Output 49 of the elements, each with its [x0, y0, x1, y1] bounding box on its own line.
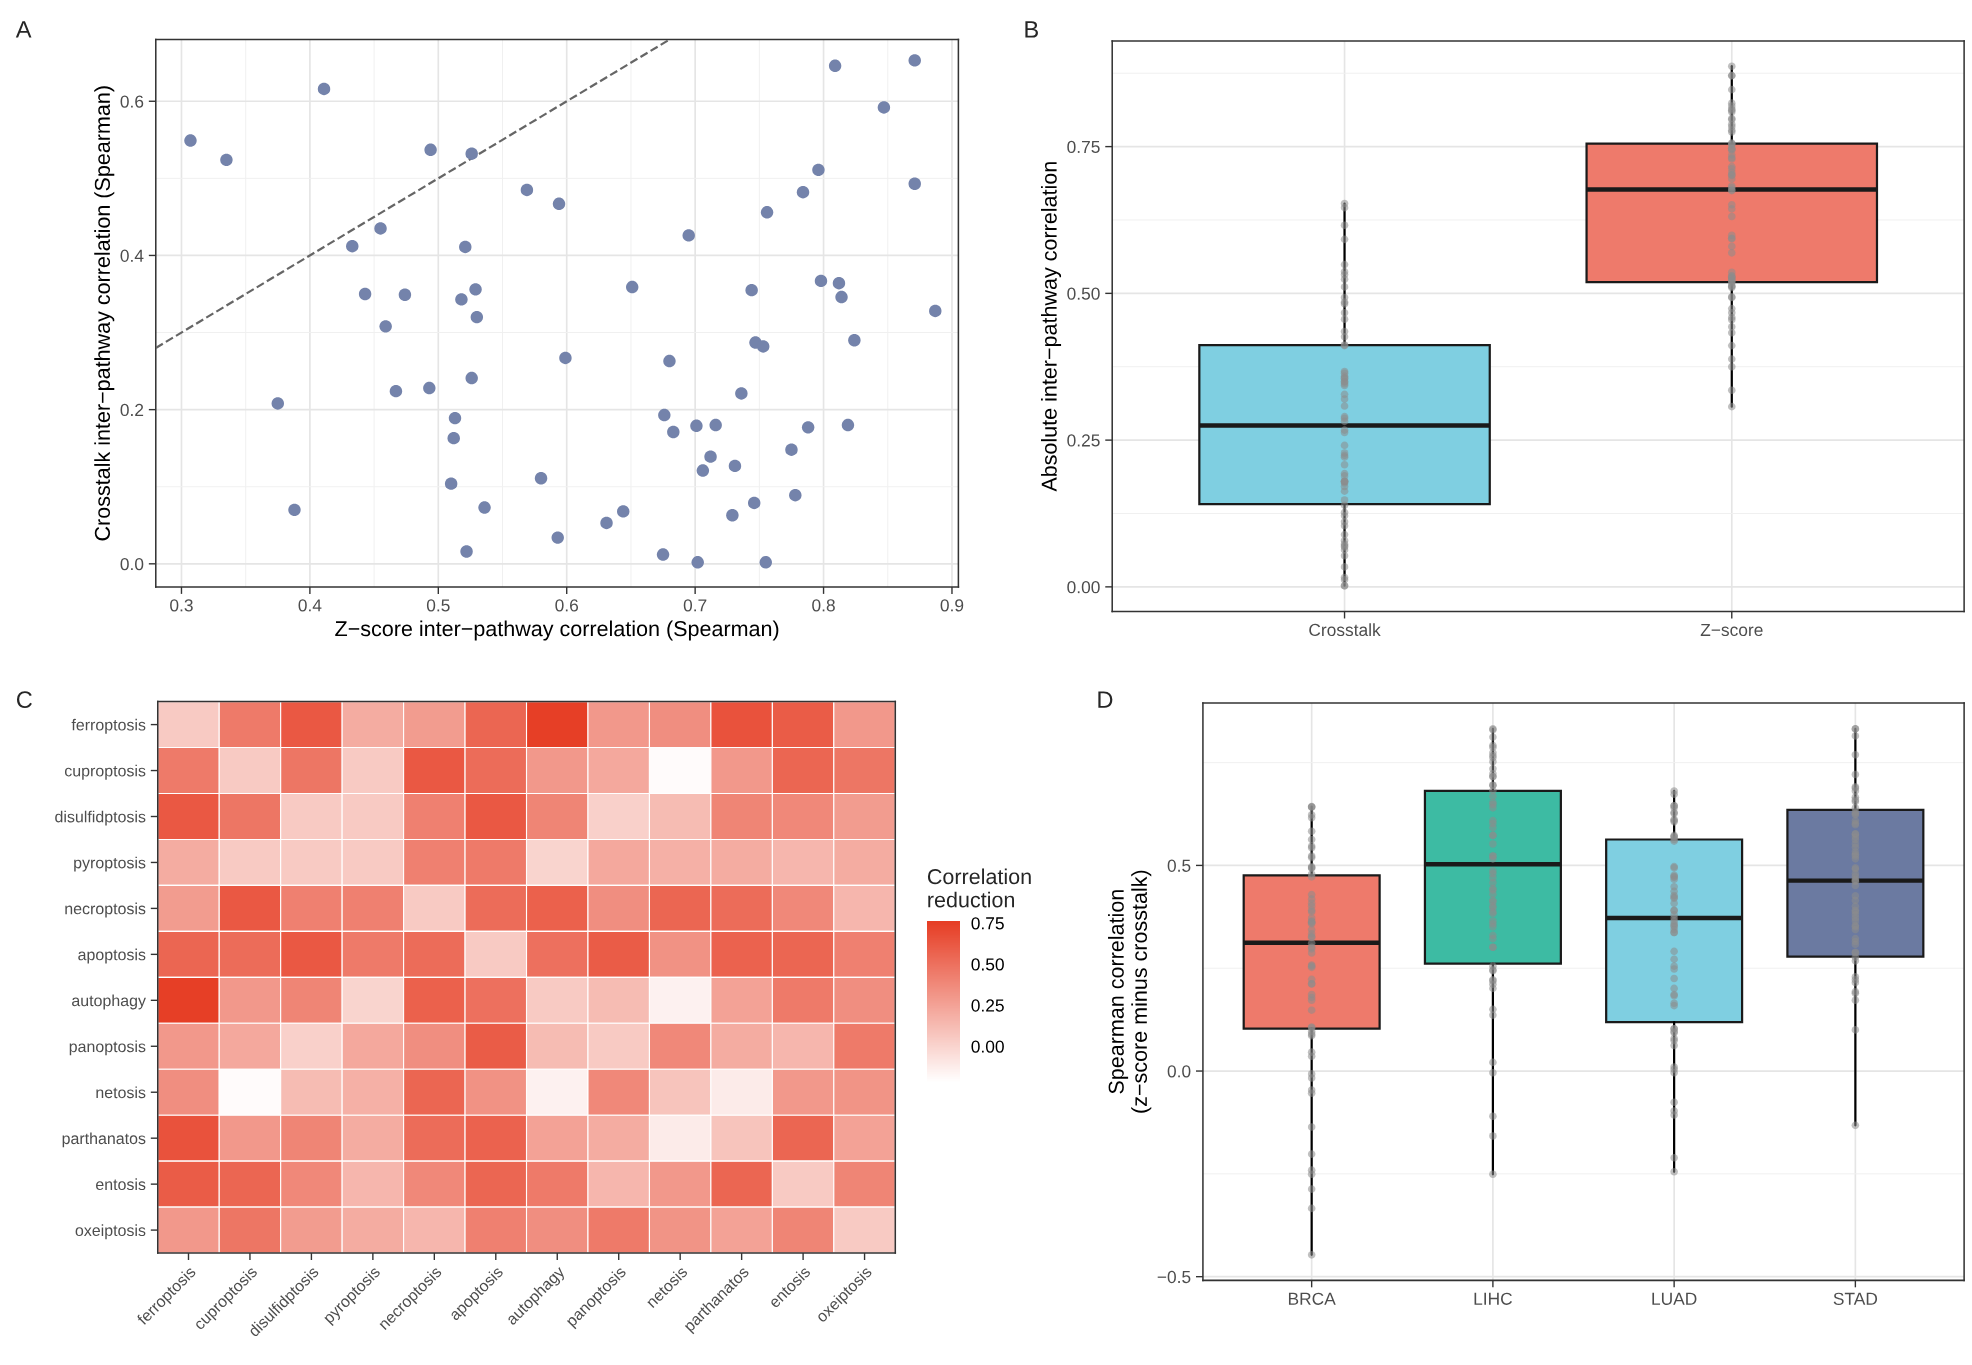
color-bar-label: 0.00: [971, 1040, 1004, 1053]
y-tick-label: apoptosis: [78, 948, 146, 964]
y-axis-title: Crosstalk inter−pathway correlation (Spearman): [94, 86, 115, 541]
y-tick-label: ferroptosis: [71, 718, 146, 734]
x-tick-label: 0.3: [170, 599, 193, 612]
x-tick-label: STAD: [1833, 1292, 1878, 1305]
x-tick-label: 0.7: [683, 599, 707, 612]
y-tick-label: autophagy: [72, 994, 146, 1010]
y-axis-title: Spearman correlation (z−score minus crosstalk): [1108, 870, 1152, 1113]
x-tick-label: Z−score: [1700, 623, 1763, 637]
color-bar-label: 0.25: [971, 999, 1004, 1012]
text: C: [16, 691, 32, 709]
y-tick-label: disulfidptosis: [55, 810, 146, 826]
color-bar-label: 0.75: [971, 917, 1004, 930]
y-tick-label: 0.2: [120, 403, 144, 417]
x-tick-label: BRCA: [1288, 1292, 1336, 1305]
text: D: [1098, 691, 1113, 708]
x-tick-label: 0.9: [940, 599, 964, 612]
text: B: [1025, 21, 1038, 38]
y-tick-label: pyroptosis: [74, 856, 146, 872]
y-tick-label: necroptosis: [65, 902, 146, 918]
y-axis-title: Absolute inter−pathway correlation: [1040, 162, 1062, 492]
y-tick-label: entosis: [96, 1178, 146, 1191]
text: A: [15, 21, 32, 38]
y-tick-label: 0.4: [120, 249, 144, 262]
y-tick-label: 0.5: [1167, 859, 1191, 872]
color-bar-title: Correlation reduction: [927, 868, 1031, 908]
x-tick-label: LUAD: [1652, 1292, 1697, 1305]
y-tick-label: 0.00: [1067, 581, 1100, 594]
x-tick-label: 0.5: [426, 599, 450, 612]
y-tick-label: parthanatos: [62, 1132, 146, 1148]
x-tick-label: 0.6: [555, 599, 579, 612]
x-tick-label: LIHC: [1474, 1292, 1513, 1305]
y-tick-label: 0.75: [1067, 140, 1100, 154]
x-tick-label: 0.8: [812, 599, 835, 612]
y-tick-label: netosis: [96, 1086, 146, 1099]
y-tick-label: 0.6: [120, 95, 144, 108]
y-tick-label: 0.25: [1067, 434, 1100, 447]
y-tick-label: 0.0: [1167, 1065, 1191, 1078]
x-tick-label: Crosstalk: [1309, 623, 1381, 637]
y-tick-label: cuproptosis: [64, 764, 146, 780]
x-tick-label: 0.4: [298, 599, 322, 612]
y-tick-label: 0.0: [120, 557, 144, 571]
y-tick-label: −0.5: [1157, 1270, 1191, 1284]
y-tick-label: 0.50: [1067, 287, 1100, 300]
y-tick-label: oxeiptosis: [75, 1224, 146, 1240]
color-bar-label: 0.50: [971, 958, 1004, 971]
x-axis-title: Z−score inter−pathway correlation (Spearman): [335, 620, 779, 641]
y-tick-label: panoptosis: [69, 1040, 146, 1056]
